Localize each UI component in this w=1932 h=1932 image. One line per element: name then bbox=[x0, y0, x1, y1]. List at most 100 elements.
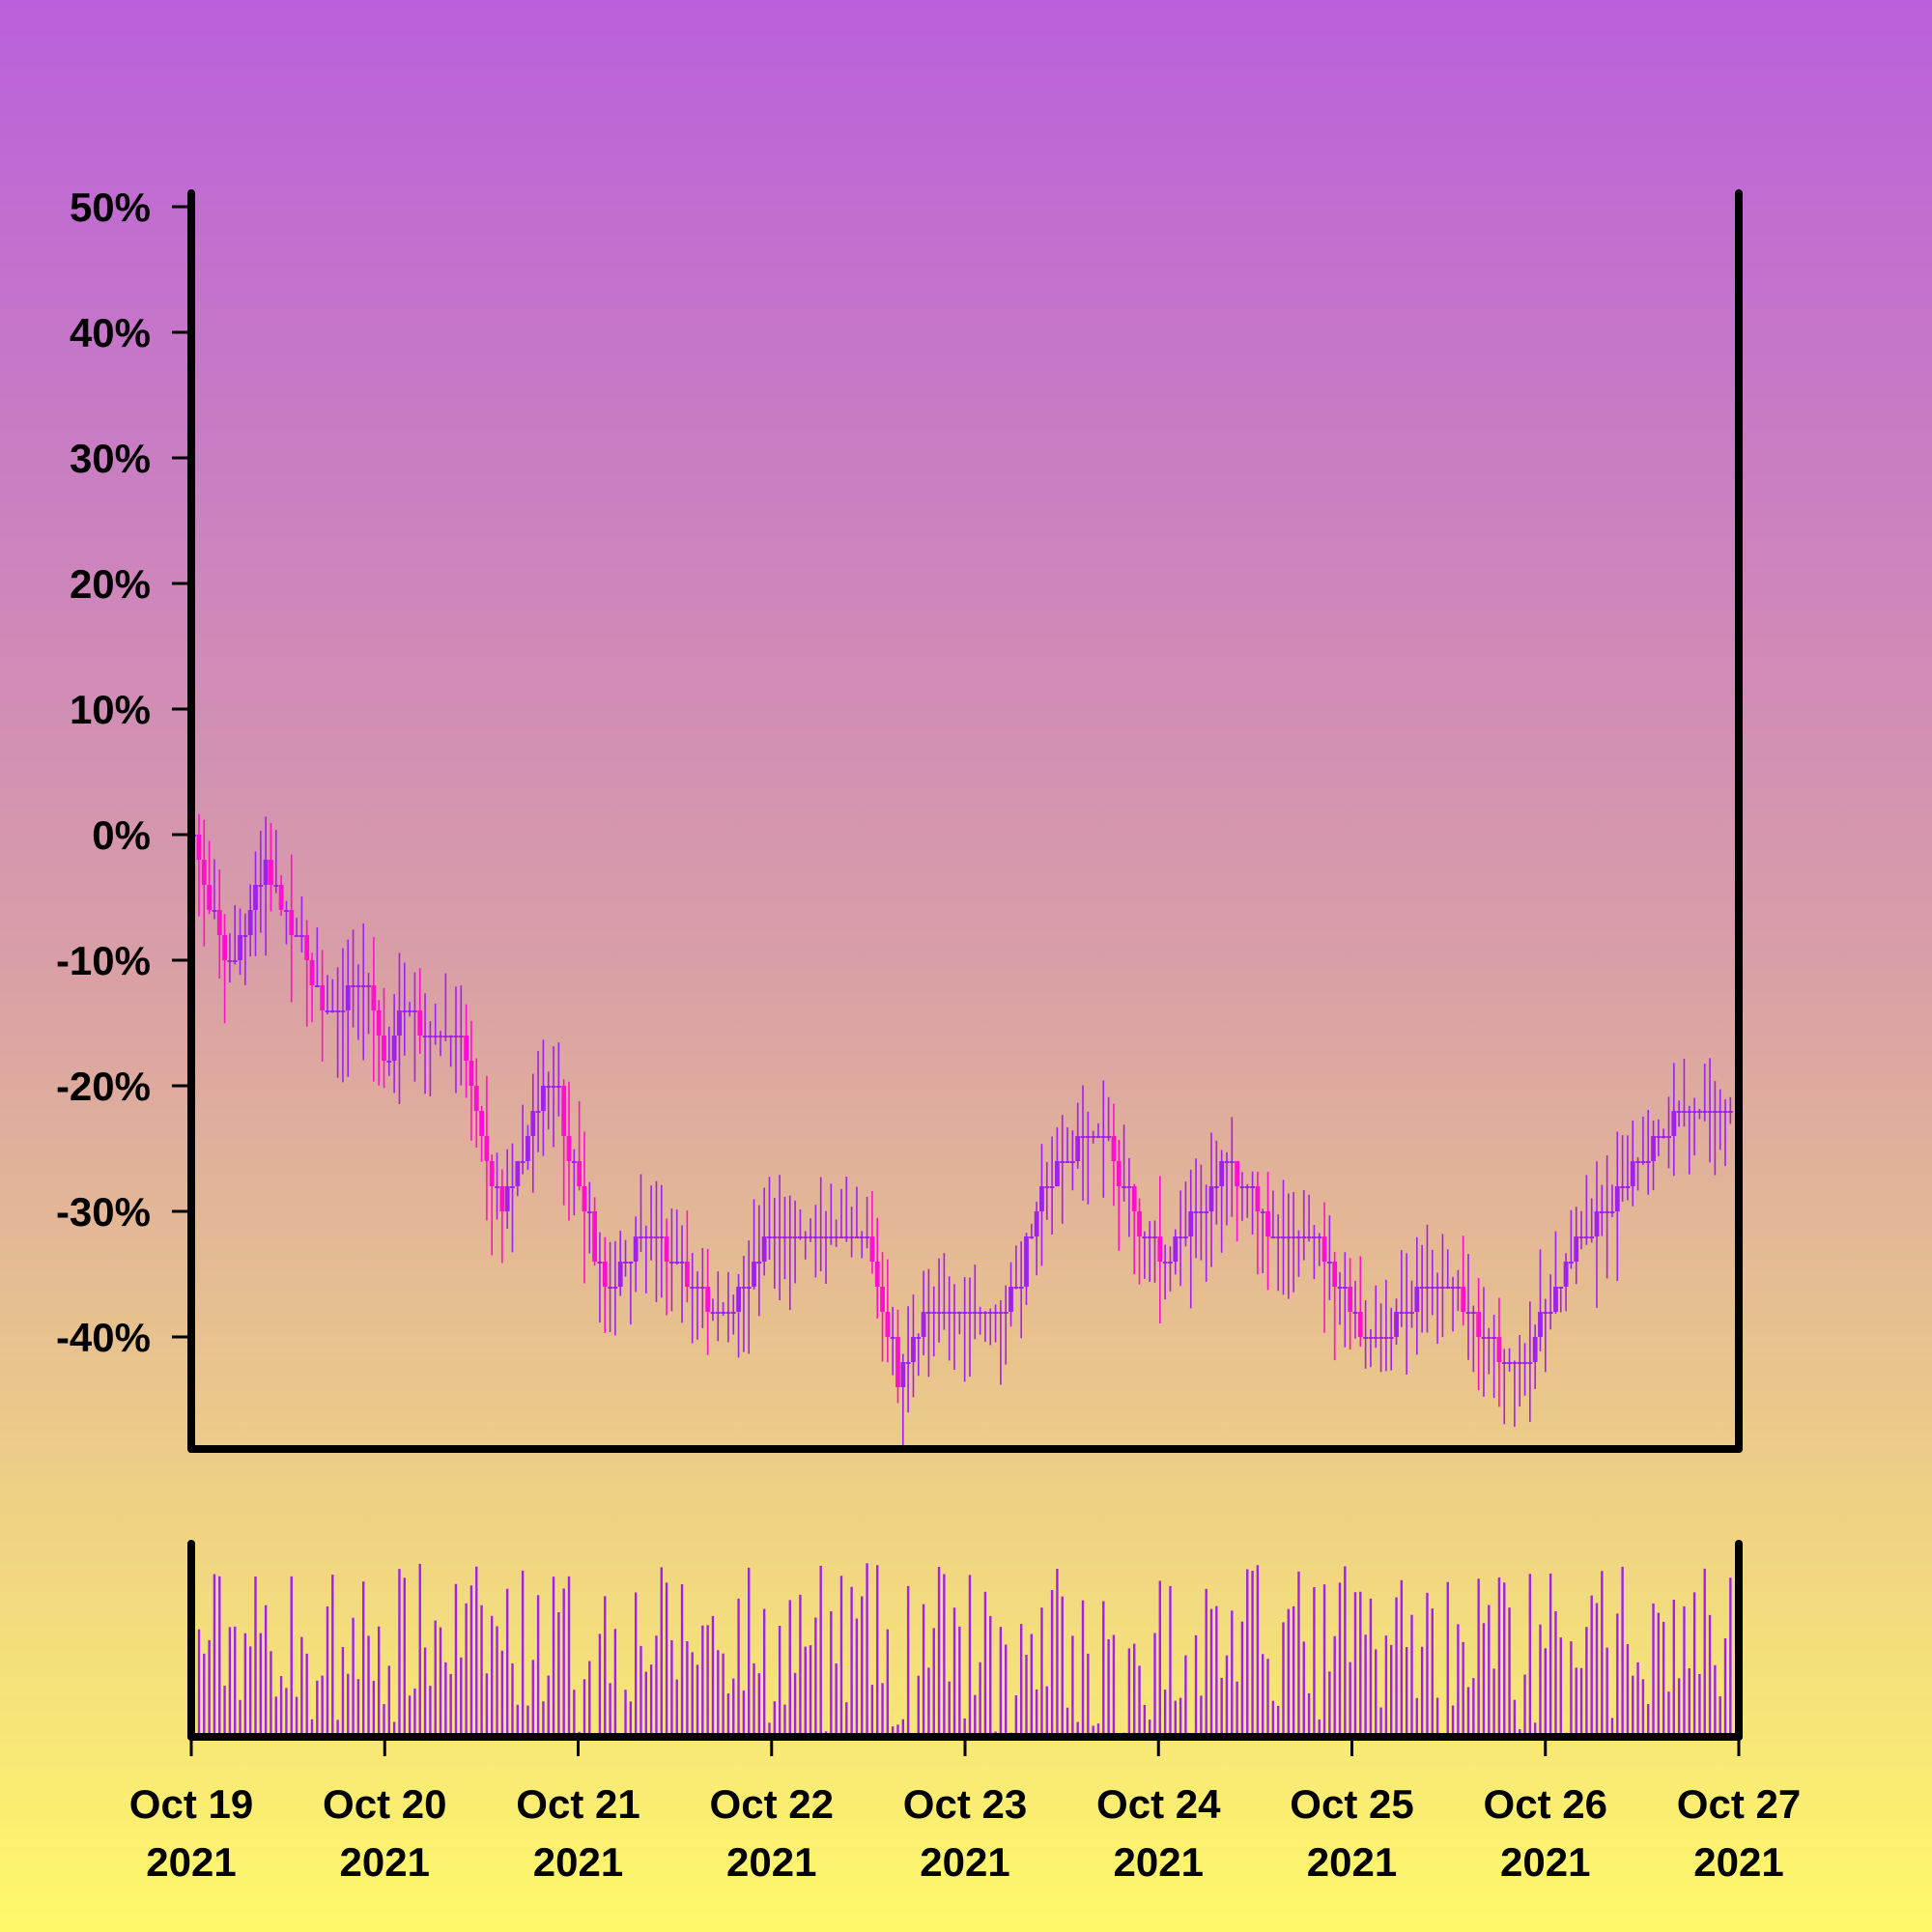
candle-body bbox=[987, 1312, 993, 1314]
candle-body bbox=[227, 960, 233, 962]
candle-body bbox=[1193, 1211, 1199, 1213]
candle-body bbox=[838, 1236, 844, 1238]
candle-body bbox=[1501, 1362, 1507, 1364]
x-tick-label-year: 2021 bbox=[1500, 1839, 1590, 1885]
candle-body bbox=[1630, 1161, 1635, 1186]
candle-body bbox=[1414, 1287, 1420, 1312]
candle-body bbox=[859, 1236, 865, 1238]
candle-body bbox=[684, 1262, 690, 1287]
candle-body bbox=[978, 1312, 983, 1314]
y-tick-label: 0% bbox=[92, 812, 151, 858]
candle-body bbox=[376, 1010, 382, 1036]
candle-body bbox=[1532, 1337, 1538, 1362]
candle-body bbox=[1003, 1312, 1009, 1314]
candle-body bbox=[335, 1010, 341, 1012]
candle-body bbox=[397, 1010, 402, 1036]
candle-body bbox=[643, 1236, 649, 1238]
candle-body bbox=[207, 885, 213, 910]
candle-body bbox=[597, 1262, 603, 1264]
candle-body bbox=[232, 960, 238, 962]
candle-body bbox=[1122, 1186, 1126, 1188]
y-tick-label: -20% bbox=[56, 1064, 151, 1109]
candle-body bbox=[242, 935, 248, 937]
y-tick-label: -10% bbox=[56, 938, 151, 983]
candle-body bbox=[489, 1161, 495, 1186]
x-tick-label-date: Oct 24 bbox=[1096, 1781, 1221, 1827]
candle-body bbox=[880, 1287, 885, 1312]
candle-body bbox=[921, 1312, 926, 1337]
candle-body bbox=[1147, 1236, 1152, 1238]
candle-body bbox=[582, 1186, 587, 1211]
candle-body bbox=[654, 1236, 659, 1238]
candle-body bbox=[885, 1312, 891, 1337]
candle-body bbox=[972, 1312, 978, 1314]
candle-body bbox=[1635, 1161, 1640, 1163]
candle-body bbox=[1244, 1186, 1250, 1188]
candle-body bbox=[834, 1236, 839, 1238]
candle-body bbox=[561, 1086, 567, 1136]
candle-body bbox=[1024, 1236, 1029, 1287]
candle-body bbox=[721, 1312, 726, 1314]
candle-body bbox=[484, 1136, 490, 1161]
candle-body bbox=[345, 985, 351, 1010]
candle-body bbox=[1702, 1111, 1708, 1113]
candle-body bbox=[196, 835, 202, 860]
candle-body bbox=[294, 935, 299, 937]
y-tick-label: 10% bbox=[70, 687, 151, 732]
candle-body bbox=[1727, 1111, 1733, 1113]
candle-body bbox=[1507, 1362, 1512, 1364]
candle-body bbox=[777, 1236, 782, 1238]
candle-body bbox=[458, 1036, 464, 1037]
candle-body bbox=[1718, 1111, 1723, 1113]
candle-body bbox=[1661, 1136, 1666, 1138]
candle-body bbox=[1383, 1337, 1389, 1339]
candle-body bbox=[438, 1036, 443, 1037]
candle-body bbox=[238, 935, 242, 960]
candle-body bbox=[1687, 1111, 1692, 1113]
candle-body bbox=[1368, 1337, 1374, 1339]
candle-body bbox=[725, 1312, 731, 1314]
candle-body bbox=[546, 1086, 552, 1088]
candle-body bbox=[407, 1010, 412, 1012]
candle-body bbox=[273, 885, 279, 887]
candle-body bbox=[905, 1362, 911, 1364]
candle-body bbox=[659, 1236, 665, 1238]
candle-body bbox=[746, 1287, 752, 1289]
candle-body bbox=[1492, 1337, 1497, 1339]
x-tick-label-year: 2021 bbox=[146, 1839, 236, 1885]
candle-body bbox=[526, 1136, 530, 1161]
candle-body bbox=[787, 1236, 793, 1238]
candle-body bbox=[715, 1312, 721, 1314]
candle-body bbox=[1522, 1362, 1527, 1364]
candle-body bbox=[808, 1236, 813, 1238]
candle-body bbox=[612, 1287, 618, 1289]
candle-body bbox=[956, 1312, 962, 1314]
y-tick-label: 20% bbox=[70, 561, 151, 607]
candle-body bbox=[1599, 1211, 1605, 1213]
candle-body bbox=[1640, 1161, 1646, 1163]
candle-body bbox=[1496, 1337, 1502, 1362]
candle-body bbox=[1044, 1186, 1050, 1188]
candle-body bbox=[617, 1262, 623, 1287]
candle-body bbox=[1337, 1287, 1343, 1289]
x-tick-label-year: 2021 bbox=[533, 1839, 623, 1885]
candle-body bbox=[464, 1036, 469, 1061]
candle-body bbox=[258, 885, 264, 887]
candle-body bbox=[1281, 1236, 1286, 1238]
candle-body bbox=[1578, 1236, 1584, 1238]
candle-body bbox=[433, 1036, 439, 1037]
candle-body bbox=[854, 1236, 860, 1238]
candle-body bbox=[1419, 1287, 1425, 1289]
candle-body bbox=[216, 910, 222, 935]
candle-body bbox=[1620, 1186, 1626, 1188]
candle-body bbox=[269, 860, 273, 885]
candle-body bbox=[982, 1312, 988, 1314]
candle-body bbox=[289, 910, 295, 935]
candle-body bbox=[1326, 1262, 1332, 1264]
candle-body bbox=[1235, 1161, 1240, 1186]
candle-body bbox=[1060, 1161, 1065, 1163]
candle-body bbox=[1465, 1312, 1471, 1314]
candle-body bbox=[1069, 1161, 1075, 1163]
candle-body bbox=[1265, 1211, 1270, 1236]
